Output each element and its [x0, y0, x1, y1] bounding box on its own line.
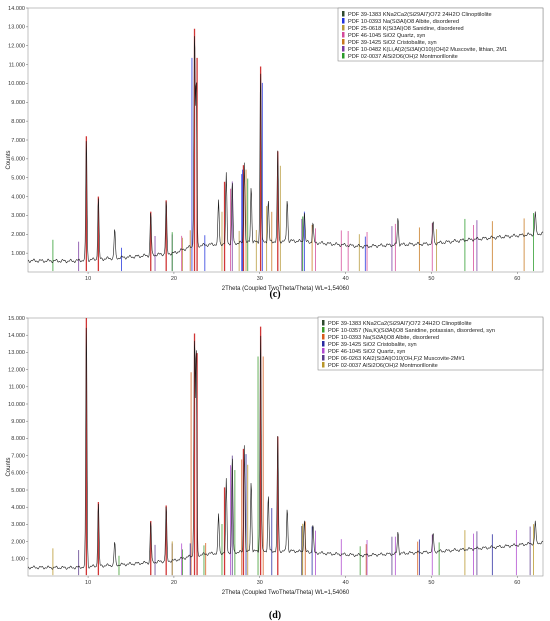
y-tick-label: 11.000	[9, 62, 25, 68]
y-tick-label: 6.000	[11, 471, 25, 477]
x-tick-label: 10	[85, 276, 91, 282]
legend-swatch	[342, 18, 345, 24]
legend-label: PDF 39-1383 KNa2Ca2(Si29Al7)O72 24H2O Cl…	[328, 321, 472, 327]
y-tick-label: 9.000	[11, 419, 25, 425]
y-tick-label: 7.000	[11, 138, 25, 144]
x-tick-label: 50	[428, 276, 434, 282]
y-axis-title: Counts	[6, 457, 12, 476]
x-tick-label: 40	[343, 276, 349, 282]
y-tick-label: 13.000	[8, 25, 25, 31]
x-tick-label: 60	[514, 580, 520, 586]
x-tick-label: 20	[171, 276, 177, 282]
y-tick-label: 12.000	[8, 44, 25, 50]
x-axis-title: 2Theta (Coupled TwoTheta/Theta) WL=1,540…	[222, 590, 350, 596]
legend-swatch	[322, 334, 325, 340]
legend-swatch	[322, 348, 325, 354]
legend-label: PDF 46-1045 SiO2 Quartz, syn	[348, 33, 425, 39]
x-tick-label: 10	[85, 580, 91, 586]
y-tick-label: 3.000	[11, 522, 25, 528]
legend-box-d	[317, 316, 544, 371]
y-tick-label: 5.000	[11, 488, 25, 494]
legend-swatch	[322, 327, 325, 333]
y-tick-label: 1.000	[11, 251, 25, 257]
y-tick-label: 14.000	[8, 333, 25, 339]
y-tick-label: 3.000	[11, 213, 25, 219]
legend-swatch	[322, 341, 325, 347]
y-tick-label: 12.000	[8, 367, 25, 373]
legend-swatch	[342, 53, 345, 59]
x-tick-label: 60	[514, 276, 520, 282]
x-tick-label: 40	[343, 580, 349, 586]
x-tick-label: 30	[257, 276, 263, 282]
legend-label: PDF 06-0263 KAl2(Si3Al)O10(OH,F)2 Muscov…	[328, 356, 465, 362]
y-tick-label: 9.000	[11, 100, 25, 106]
y-tick-label: 14.000	[8, 6, 25, 12]
legend-label: PDF 10-0393 Na(Si3Al)O8 Albite, disorder…	[328, 335, 439, 341]
x-axis-title: 2Theta (Coupled TwoTheta/Theta) WL=1,540…	[222, 286, 350, 292]
legend-label: PDF 02-0037 AlSi2O6(OH)2 Montmorillonite	[328, 363, 438, 369]
legend-box-c	[337, 7, 544, 62]
xrd-chart-d: 1.000 2.000 3.000 4.000 5.000 6.000 7.000 8.000…	[6, 316, 544, 596]
legend-swatch	[342, 25, 345, 31]
y-tick-label: 2.000	[11, 539, 25, 545]
y-tick-label: 8.000	[11, 436, 25, 442]
legend-label: PDF 10-0393 Na(Si3Al)O8 Albite, disorder…	[348, 19, 459, 25]
legend-label: PDF 10-0357 (Na,K)(Si3Al)O8 Sanidine, po…	[328, 328, 495, 334]
x-tick-label: 30	[257, 580, 263, 586]
legend-label: PDF 39-1425 SiO2 Cristobalite, syn	[348, 40, 437, 46]
legend-label: PDF 39-1425 SiO2 Cristobalite, syn	[328, 342, 417, 348]
y-tick-label: 11.000	[9, 385, 25, 391]
x-tick-label: 20	[171, 580, 177, 586]
y-tick-label: 10.000	[8, 402, 25, 408]
xrd-panel-d: 1.000 2.000 3.000 4.000 5.000 6.000 7.000 8.000…	[0, 310, 550, 621]
y-tick-label: 8.000	[11, 119, 25, 125]
legend-swatch	[342, 32, 345, 38]
y-tick-label: 2.000	[11, 232, 25, 238]
y-tick-label: 5.000	[11, 176, 25, 182]
legend-swatch	[322, 362, 325, 368]
x-tick-label: 50	[428, 580, 434, 586]
panel-label-d: (d)	[268, 610, 282, 621]
y-tick-label: 1.000	[11, 557, 25, 563]
legend-label: PDF 39-1383 KNa2Ca2(Si29Al7)O72 24H2O Cl…	[348, 12, 492, 18]
y-tick-label: 10.000	[8, 81, 25, 87]
y-tick-label: 6.000	[11, 157, 25, 163]
legend-label: PDF 25-0618 K(Si3Al)O8 Sanidine, disorde…	[348, 26, 464, 32]
xrd-panel-c: 1.000 2.000 3.000 4.000 5.000 6.000 7.000 8.000…	[0, 0, 550, 300]
y-tick-label: 4.000	[11, 505, 25, 511]
legend-swatch	[342, 11, 345, 17]
panel-label-c: (c)	[269, 289, 281, 300]
measured-pattern-c	[27, 36, 544, 264]
legend-label: PDF 02-0037 AlSi2O6(OH)2 Montmorillonite	[348, 54, 458, 60]
y-axis-title: Counts	[6, 150, 12, 169]
xrd-chart-c: 1.000 2.000 3.000 4.000 5.000 6.000 7.000 8.000…	[6, 6, 544, 292]
legend-label: PDF 10-0482 K(Li,Al)2(Si3Al)O10)(OH)2 Mu…	[348, 47, 507, 53]
legend-swatch	[322, 320, 325, 326]
legend-swatch	[342, 39, 345, 45]
y-tick-label: 15.000	[8, 316, 25, 322]
legend-label: PDF 46-1045 SiO2 Quartz, syn	[328, 349, 405, 355]
y-tick-label: 13.000	[8, 350, 25, 356]
measured-pattern-d	[27, 327, 544, 570]
legend-swatch	[322, 355, 325, 361]
y-tick-label: 4.000	[11, 194, 25, 200]
legend-swatch	[342, 46, 345, 52]
y-tick-label: 7.000	[11, 453, 25, 459]
